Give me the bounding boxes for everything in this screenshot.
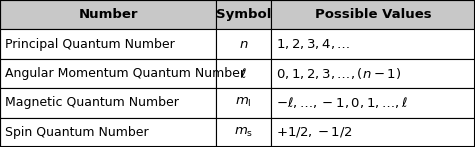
Bar bbox=[0, 118, 216, 147]
Text: $m_{\rm l}$: $m_{\rm l}$ bbox=[235, 96, 252, 110]
Bar bbox=[216, 59, 271, 88]
Text: $-\ell, \ldots, -1, 0, 1, \ldots, \ell$: $-\ell, \ldots, -1, 0, 1, \ldots, \ell$ bbox=[276, 95, 408, 110]
Bar bbox=[216, 118, 271, 147]
Text: $\ell$: $\ell$ bbox=[240, 66, 247, 81]
Bar bbox=[216, 88, 271, 118]
Text: $n$: $n$ bbox=[239, 38, 248, 51]
Text: Symbol: Symbol bbox=[216, 8, 271, 21]
Bar bbox=[271, 29, 475, 59]
Text: $1, 2, 3, 4, \ldots$: $1, 2, 3, 4, \ldots$ bbox=[276, 37, 350, 51]
Bar bbox=[271, 59, 475, 88]
Text: Principal Quantum Number: Principal Quantum Number bbox=[5, 38, 174, 51]
Bar bbox=[216, 29, 271, 59]
Bar bbox=[216, 0, 271, 29]
Bar bbox=[271, 0, 475, 29]
Text: Possible Values: Possible Values bbox=[314, 8, 431, 21]
Text: $+1/2, -1/2$: $+1/2, -1/2$ bbox=[276, 125, 352, 139]
Text: Spin Quantum Number: Spin Quantum Number bbox=[5, 126, 148, 139]
Text: Angular Momentum Quantum Number: Angular Momentum Quantum Number bbox=[5, 67, 245, 80]
Bar bbox=[0, 29, 216, 59]
Bar bbox=[271, 88, 475, 118]
Bar bbox=[0, 0, 216, 29]
Bar bbox=[0, 59, 216, 88]
Text: $m_{\rm s}$: $m_{\rm s}$ bbox=[234, 126, 253, 139]
Bar bbox=[0, 88, 216, 118]
Text: $0, 1, 2, 3, \ldots, (n-1)$: $0, 1, 2, 3, \ldots, (n-1)$ bbox=[276, 66, 401, 81]
Text: Number: Number bbox=[78, 8, 138, 21]
Text: Magnetic Quantum Number: Magnetic Quantum Number bbox=[5, 96, 179, 109]
Bar bbox=[271, 118, 475, 147]
